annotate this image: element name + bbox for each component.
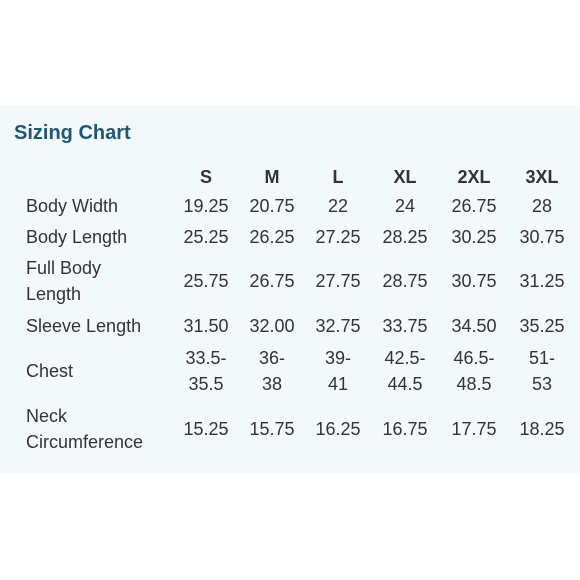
cell-value: 33.75 [382, 316, 428, 336]
cell-value: 31.25 [519, 271, 565, 291]
cell-value: 33.5- 35.5 [185, 348, 227, 394]
cell-value: 28.75 [382, 271, 428, 291]
row-label: Neck Circumference [26, 406, 144, 452]
size-header-row: S M L XL 2XL 3XL [20, 164, 574, 190]
cell-value: 30.25 [451, 227, 497, 247]
cell-value: 19.25 [183, 196, 229, 216]
size-header-l: L [332, 167, 344, 187]
row-label: Body Width [26, 196, 119, 216]
row-body-length: Body Length 25.25 26.25 27.25 28.25 30.2… [20, 222, 574, 252]
row-sleeve-length: Sleeve Length 31.50 32.00 32.75 33.75 34… [20, 310, 574, 342]
size-header-m: M [264, 167, 280, 187]
sizing-table: S M L XL 2XL 3XL Body Width 19.25 20.75 … [20, 164, 574, 458]
cell-value: 27.25 [315, 227, 361, 247]
cell-value: 39- 41 [324, 348, 351, 394]
row-label: Sleeve Length [26, 316, 142, 336]
cell-value: 51- 53 [528, 348, 555, 394]
size-header-s: S [199, 167, 212, 187]
cell-value: 25.75 [183, 271, 229, 291]
cell-value: 35.25 [519, 316, 565, 336]
row-label: Body Length [26, 227, 128, 247]
size-header-xl: XL [393, 167, 417, 187]
cell-value: 20.75 [249, 196, 295, 216]
cell-value: 18.25 [519, 419, 565, 439]
cell-value: 32.00 [249, 316, 295, 336]
cell-value: 28 [531, 196, 553, 216]
cell-value: 42.5- 44.5 [384, 348, 426, 394]
cell-value: 24 [394, 196, 416, 216]
cell-value: 30.75 [519, 227, 565, 247]
row-full-body-length: Full Body Length 25.75 26.75 27.75 28.75… [20, 252, 574, 310]
cell-value: 17.75 [451, 419, 497, 439]
cell-value: 22 [327, 196, 349, 216]
cell-value: 16.25 [315, 419, 361, 439]
size-header-2xl: 2XL [457, 167, 491, 187]
cell-value: 15.75 [249, 419, 295, 439]
cell-value: 26.75 [249, 271, 295, 291]
size-header-3xl: 3XL [525, 167, 559, 187]
cell-value: 28.25 [382, 227, 428, 247]
row-label: Full Body Length [26, 258, 102, 304]
row-neck-circumference: Neck Circumference 15.25 15.75 16.25 16.… [20, 400, 574, 458]
row-chest: Chest 33.5- 35.5 36- 38 39- 41 42.5- 44.… [20, 342, 574, 400]
cell-value: 26.25 [249, 227, 295, 247]
cell-value: 25.25 [183, 227, 229, 247]
cell-value: 15.25 [183, 419, 229, 439]
row-body-width: Body Width 19.25 20.75 22 24 26.75 28 [20, 190, 574, 222]
sizing-chart-panel: Sizing Chart S M L XL 2XL 3XL Body W [0, 106, 580, 474]
cell-value: 34.50 [451, 316, 497, 336]
cell-value: 31.50 [183, 316, 229, 336]
row-label: Chest [26, 361, 74, 381]
cell-value: 27.75 [315, 271, 361, 291]
cell-value: 32.75 [315, 316, 361, 336]
cell-value: 46.5- 48.5 [453, 348, 495, 394]
sizing-chart-title: Sizing Chart [14, 122, 131, 144]
cell-value: 26.75 [451, 196, 497, 216]
header-corner [20, 164, 172, 190]
cell-value: 16.75 [382, 419, 428, 439]
cell-value: 36- 38 [258, 348, 285, 394]
cell-value: 30.75 [451, 271, 497, 291]
